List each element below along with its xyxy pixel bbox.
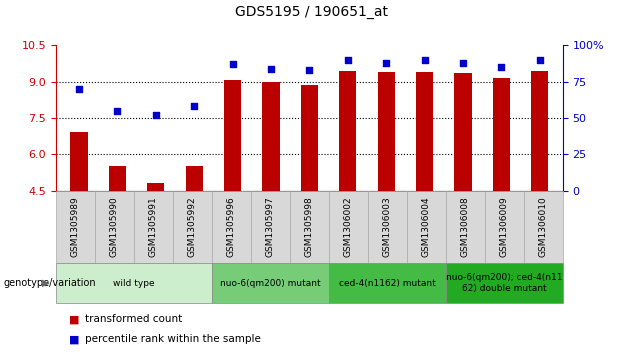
- Bar: [531, 71, 548, 191]
- Bar: [454, 73, 472, 191]
- Point: [74, 86, 84, 92]
- Point: [113, 108, 123, 114]
- Text: GSM1306008: GSM1306008: [461, 196, 470, 257]
- Point: [381, 60, 391, 66]
- Text: GSM1305998: GSM1305998: [305, 196, 314, 257]
- Text: transformed count: transformed count: [85, 314, 182, 325]
- Text: GSM1305992: GSM1305992: [188, 196, 197, 257]
- Text: wild type: wild type: [113, 279, 155, 287]
- Text: GSM1305991: GSM1305991: [149, 196, 158, 257]
- Point: [304, 67, 314, 73]
- Bar: [339, 71, 356, 191]
- Bar: [493, 78, 510, 191]
- Point: [189, 103, 199, 109]
- Text: GDS5195 / 190651_at: GDS5195 / 190651_at: [235, 5, 388, 20]
- Text: ■: ■: [69, 314, 80, 325]
- Bar: [186, 166, 203, 191]
- Point: [343, 57, 353, 63]
- Text: GSM1306003: GSM1306003: [383, 196, 392, 257]
- Text: GSM1305996: GSM1305996: [227, 196, 236, 257]
- Point: [458, 60, 468, 66]
- Text: GSM1305997: GSM1305997: [266, 196, 275, 257]
- Text: ■: ■: [69, 334, 80, 344]
- Point: [496, 64, 506, 70]
- Text: GSM1305990: GSM1305990: [110, 196, 119, 257]
- Text: nuo-6(qm200); ced-4(n11
62) double mutant: nuo-6(qm200); ced-4(n11 62) double mutan…: [446, 273, 563, 293]
- Text: nuo-6(qm200) mutant: nuo-6(qm200) mutant: [220, 279, 321, 287]
- Text: ▶: ▶: [42, 278, 50, 288]
- Bar: [301, 85, 318, 191]
- Bar: [416, 72, 433, 191]
- Text: ced-4(n1162) mutant: ced-4(n1162) mutant: [339, 279, 436, 287]
- Text: GSM1306002: GSM1306002: [344, 196, 353, 257]
- Bar: [109, 166, 126, 191]
- Bar: [71, 132, 88, 191]
- Point: [420, 57, 430, 63]
- Text: GSM1306010: GSM1306010: [539, 196, 548, 257]
- Bar: [378, 72, 395, 191]
- Point: [266, 66, 276, 72]
- Text: genotype/variation: genotype/variation: [3, 278, 96, 288]
- Bar: [147, 183, 165, 191]
- Point: [535, 57, 545, 63]
- Text: GSM1306009: GSM1306009: [500, 196, 509, 257]
- Point: [228, 61, 238, 67]
- Bar: [224, 81, 241, 191]
- Text: percentile rank within the sample: percentile rank within the sample: [85, 334, 261, 344]
- Point: [151, 112, 161, 118]
- Bar: [263, 82, 280, 191]
- Text: GSM1306004: GSM1306004: [422, 196, 431, 257]
- Text: GSM1305989: GSM1305989: [71, 196, 80, 257]
